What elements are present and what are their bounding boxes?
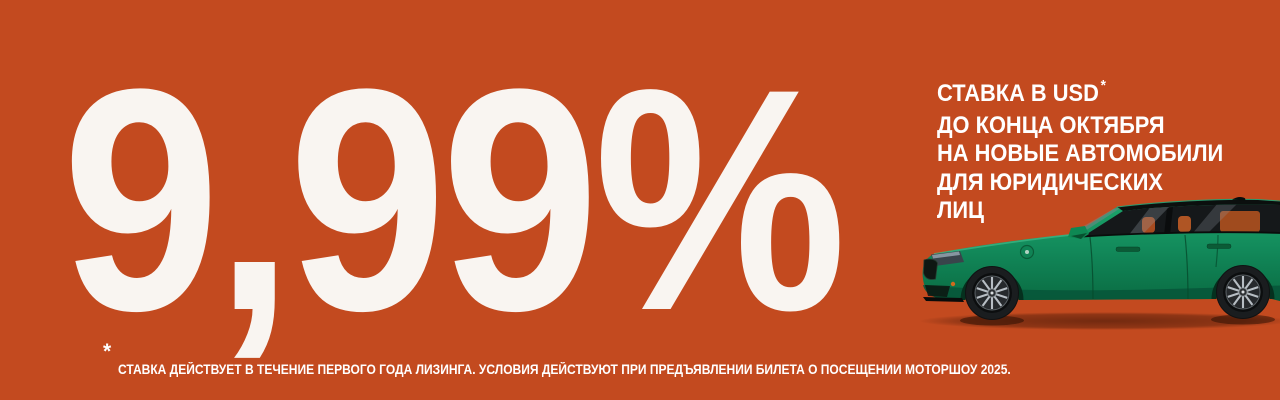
car-image [920, 196, 1280, 330]
interior-headrest [1142, 217, 1155, 233]
car-shadow [920, 312, 1280, 330]
antenna-fin [1232, 196, 1246, 201]
door-handle [1115, 246, 1141, 252]
offer-asterisk: * [1100, 77, 1107, 94]
offer-line-5: ЛИЦ [937, 197, 984, 224]
front-intake [925, 285, 950, 297]
interior-cargo [1220, 211, 1260, 232]
side-marker [950, 281, 956, 287]
offer-line-3: НА НОВЫЕ АВТОМОБИЛИ [937, 140, 1224, 167]
footnote-text: СТАВКА ДЕЙСТВУЕТ В ТЕЧЕНИЕ ПЕРВОГО ГОДА … [118, 362, 1011, 377]
interior-headrest [1178, 216, 1191, 232]
offer-text-block: СТАВКА В USD * ДО КОНЦА ОКТЯБРЯ НА НОВЫЕ … [937, 77, 1224, 226]
car-roof [1117, 199, 1280, 211]
offer-line-1: СТАВКА В USD * [937, 77, 1223, 112]
front-grille [923, 258, 938, 280]
front-splitter [923, 297, 964, 302]
offer-line-4: ДЛЯ ЮРИДИЧЕСКИХ [937, 168, 1163, 196]
footnote-marker: * [103, 340, 112, 363]
rate-headline: 9,99% [62, 23, 847, 376]
offer-line-2: ДО КОНЦА ОКТЯБРЯ [937, 111, 1165, 139]
door-handle [1206, 243, 1232, 249]
